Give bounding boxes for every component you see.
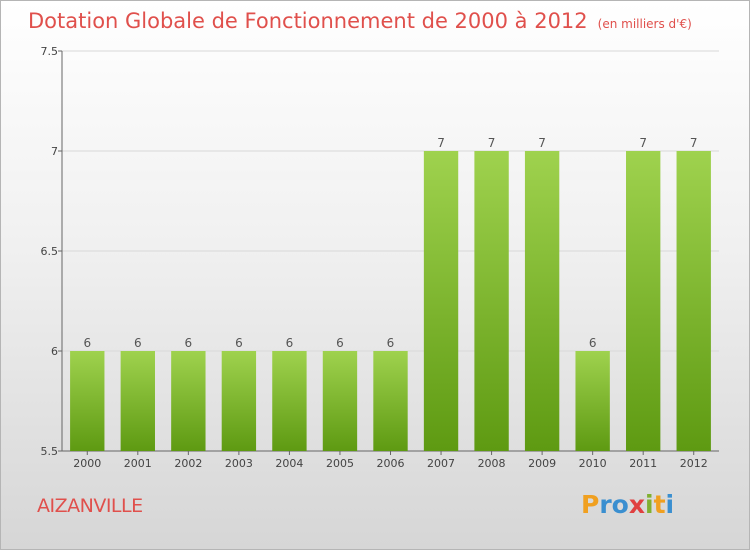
bar xyxy=(474,151,509,451)
bar-value-label: 7 xyxy=(488,136,496,150)
logo-letter: i xyxy=(665,490,675,519)
bar-value-label: 6 xyxy=(589,336,597,350)
bar-value-label: 6 xyxy=(387,336,395,350)
bar xyxy=(626,151,661,451)
x-tick-label: 2011 xyxy=(629,457,657,470)
x-tick-label: 2008 xyxy=(478,457,506,470)
x-tick-label: 2002 xyxy=(174,457,202,470)
x-tick-label: 2001 xyxy=(124,457,152,470)
logo-letter: t xyxy=(653,490,666,519)
bar-value-label: 6 xyxy=(134,336,142,350)
y-tick-label: 5.5 xyxy=(41,445,59,458)
x-tick-label: 2006 xyxy=(377,457,405,470)
chart-title-text: Dotation Globale de Fonctionnement de 20… xyxy=(28,9,588,33)
bar xyxy=(272,351,307,451)
bar-value-label: 6 xyxy=(235,336,243,350)
bar-value-label: 6 xyxy=(83,336,91,350)
logo-letter: x xyxy=(628,490,645,519)
x-tick-label: 2003 xyxy=(225,457,253,470)
y-tick-label: 6 xyxy=(51,345,58,358)
bar xyxy=(221,351,257,451)
bar xyxy=(322,351,358,451)
x-tick-label: 2009 xyxy=(528,457,556,470)
bars xyxy=(70,151,711,451)
bar xyxy=(171,351,206,451)
bar xyxy=(423,151,459,451)
chart-title: Dotation Globale de Fonctionnement de 20… xyxy=(28,9,692,33)
bar xyxy=(373,351,408,451)
bar xyxy=(676,151,711,451)
bar-value-label: 7 xyxy=(690,136,698,150)
logo-letter: i xyxy=(645,490,654,519)
bar-value-label: 7 xyxy=(437,136,445,150)
x-tick-label: 2005 xyxy=(326,457,354,470)
y-tick-label: 7.5 xyxy=(41,45,59,58)
commune-name: AIZANVILLE xyxy=(37,495,143,517)
bar xyxy=(524,151,560,451)
x-tick-label: 2000 xyxy=(73,457,101,470)
bar-value-label: 7 xyxy=(639,136,647,150)
bar xyxy=(575,351,610,451)
x-tick-label: 2004 xyxy=(275,457,303,470)
logo-letter: r xyxy=(599,490,612,519)
bar xyxy=(70,351,105,451)
bar xyxy=(120,351,155,451)
y-tick-label: 6.5 xyxy=(41,245,59,258)
x-tick-label: 2007 xyxy=(427,457,455,470)
x-tick-label: 2010 xyxy=(579,457,607,470)
logo-letter: P xyxy=(581,490,600,519)
bar-value-label: 7 xyxy=(538,136,546,150)
labels: 5.5 6 6.5 7 7.5 6 2000 6 2001 6 2002 6 2003 6 2004 6 200… xyxy=(41,45,708,470)
y-tick-label: 7 xyxy=(51,145,58,158)
x-tick-label: 2012 xyxy=(680,457,708,470)
logo-letter: o xyxy=(611,490,629,519)
proxiti-logo[interactable]: Proxiti xyxy=(581,490,674,519)
bar-value-label: 6 xyxy=(336,336,344,350)
bar-value-label: 6 xyxy=(286,336,294,350)
bar-value-label: 6 xyxy=(185,336,193,350)
chart-unit: (en milliers d'€) xyxy=(597,17,692,31)
